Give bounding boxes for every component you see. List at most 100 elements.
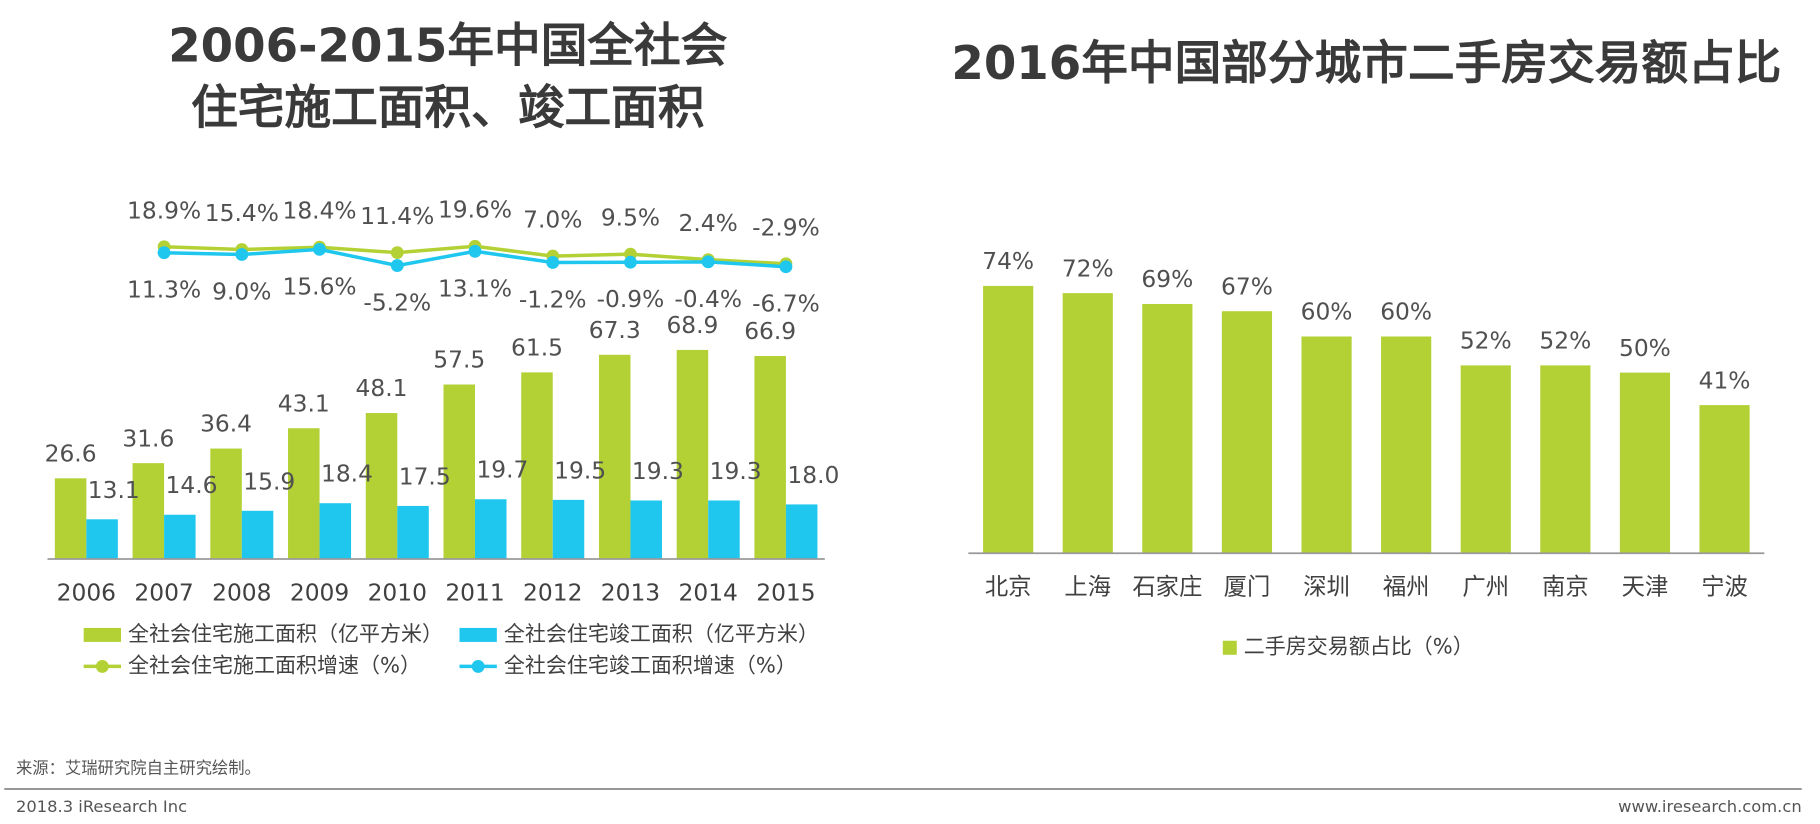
source: 来源：艾瑞研究院自主研究绘制。	[16, 759, 261, 778]
bar	[365, 413, 398, 560]
legend-label: 全社会住宅竣工面积（亿平方米）	[504, 622, 819, 646]
bar	[1301, 336, 1352, 554]
data-label: 14.6	[166, 471, 218, 499]
bar	[1619, 372, 1671, 554]
bar	[708, 500, 740, 560]
x-tick-label: 石家庄	[1132, 573, 1202, 601]
data-label: -6.7%	[752, 290, 820, 318]
data-label: 11.3%	[127, 276, 201, 304]
data-label: 18.4	[321, 460, 373, 488]
data-label: 61.5	[511, 334, 563, 362]
bar	[397, 505, 429, 560]
bar	[1142, 303, 1193, 554]
bar	[754, 355, 786, 560]
data-label: 19.3	[710, 457, 762, 485]
line-point	[313, 242, 326, 256]
data-label: 18.9%	[127, 196, 201, 224]
data-label: 15.6%	[282, 272, 356, 300]
data-label: 57.5	[433, 346, 485, 374]
bar	[1540, 365, 1591, 554]
bar	[1381, 336, 1432, 554]
line-point	[624, 255, 637, 269]
bar	[983, 285, 1034, 554]
data-label: 13.1%	[438, 274, 512, 302]
x-tick-label: 天津	[1622, 573, 1669, 601]
x-tick-label: 深圳	[1303, 573, 1350, 601]
data-label: 72%	[1062, 254, 1114, 282]
bar	[785, 504, 818, 560]
data-label: 68.9	[666, 311, 718, 339]
x-tick-label: 宁波	[1701, 573, 1748, 601]
data-label: 41%	[1699, 366, 1751, 394]
chart-title: 2016年中国部分城市二手房交易额占比	[951, 37, 1781, 91]
bar	[319, 503, 352, 560]
data-label: 9.0%	[212, 278, 271, 306]
bar	[552, 499, 585, 560]
legend-swatch	[95, 660, 109, 673]
data-label: 11.4%	[360, 202, 434, 230]
bar	[54, 478, 87, 560]
chart-title: 2006-2015年中国全社会	[168, 20, 728, 74]
data-label: -2.9%	[752, 213, 820, 241]
bar	[210, 448, 242, 560]
x-tick-label: 广州	[1462, 573, 1509, 601]
data-label: 15.9	[243, 467, 295, 495]
data-label: 19.7	[476, 456, 528, 484]
legend-swatch	[471, 660, 485, 673]
data-label: 60%	[1301, 298, 1353, 326]
data-label: 36.4	[200, 410, 252, 438]
line-point	[468, 244, 482, 258]
data-label: 18.4%	[282, 197, 356, 225]
bar	[521, 372, 553, 560]
data-label: 15.4%	[205, 199, 279, 227]
data-label: 26.6	[45, 439, 97, 467]
x-tick-label: 2008	[212, 579, 271, 607]
legend-swatch	[83, 627, 122, 642]
bar	[164, 514, 196, 560]
line-point	[390, 259, 404, 272]
data-label: 18.0	[787, 461, 839, 489]
bar	[598, 354, 631, 560]
x-tick-label: 上海	[1064, 573, 1111, 601]
bar	[132, 463, 165, 560]
chart-title: 住宅施工面积、竣工面积	[191, 81, 704, 135]
bar	[1062, 293, 1113, 554]
data-label: 69%	[1141, 265, 1193, 293]
x-tick-label: 2011	[445, 579, 504, 607]
bar	[86, 519, 118, 560]
data-label: -0.9%	[597, 285, 665, 313]
data-label: 66.9	[744, 317, 796, 345]
x-tick-label: 2010	[368, 579, 427, 607]
legend-label: 二手房交易额占比（%）	[1244, 635, 1474, 659]
data-label: 19.6%	[438, 196, 512, 224]
data-label: 43.1	[278, 389, 330, 417]
x-tick-label: 北京	[985, 573, 1032, 601]
data-label: 48.1	[356, 374, 408, 402]
line-point	[779, 260, 793, 274]
x-tick-label: 南京	[1542, 573, 1589, 601]
line-point	[157, 246, 171, 260]
bar	[1699, 405, 1750, 554]
x-tick-label: 厦门	[1224, 573, 1271, 601]
data-label: 19.5	[554, 456, 606, 484]
footer-right: www.iresearch.com.cn	[1618, 797, 1802, 816]
legend-swatch	[1222, 640, 1237, 655]
data-label: 17.5	[399, 462, 451, 490]
data-label: 60%	[1380, 298, 1432, 326]
bar	[241, 510, 274, 560]
data-label: 7.0%	[523, 206, 582, 234]
legend-label: 全社会住宅施工面积增速（%）	[128, 653, 421, 677]
x-tick-label: 2007	[134, 579, 193, 607]
x-tick-label: 福州	[1383, 573, 1430, 601]
data-label: -5.2%	[363, 289, 431, 317]
bar	[443, 384, 476, 560]
line-point	[701, 255, 715, 269]
data-label: 52%	[1460, 327, 1512, 355]
line-point	[390, 246, 404, 260]
line-point	[235, 248, 249, 261]
legend-label: 全社会住宅施工面积（亿平方米）	[128, 622, 443, 646]
data-label: 52%	[1539, 327, 1591, 355]
data-label: -0.4%	[674, 285, 742, 313]
